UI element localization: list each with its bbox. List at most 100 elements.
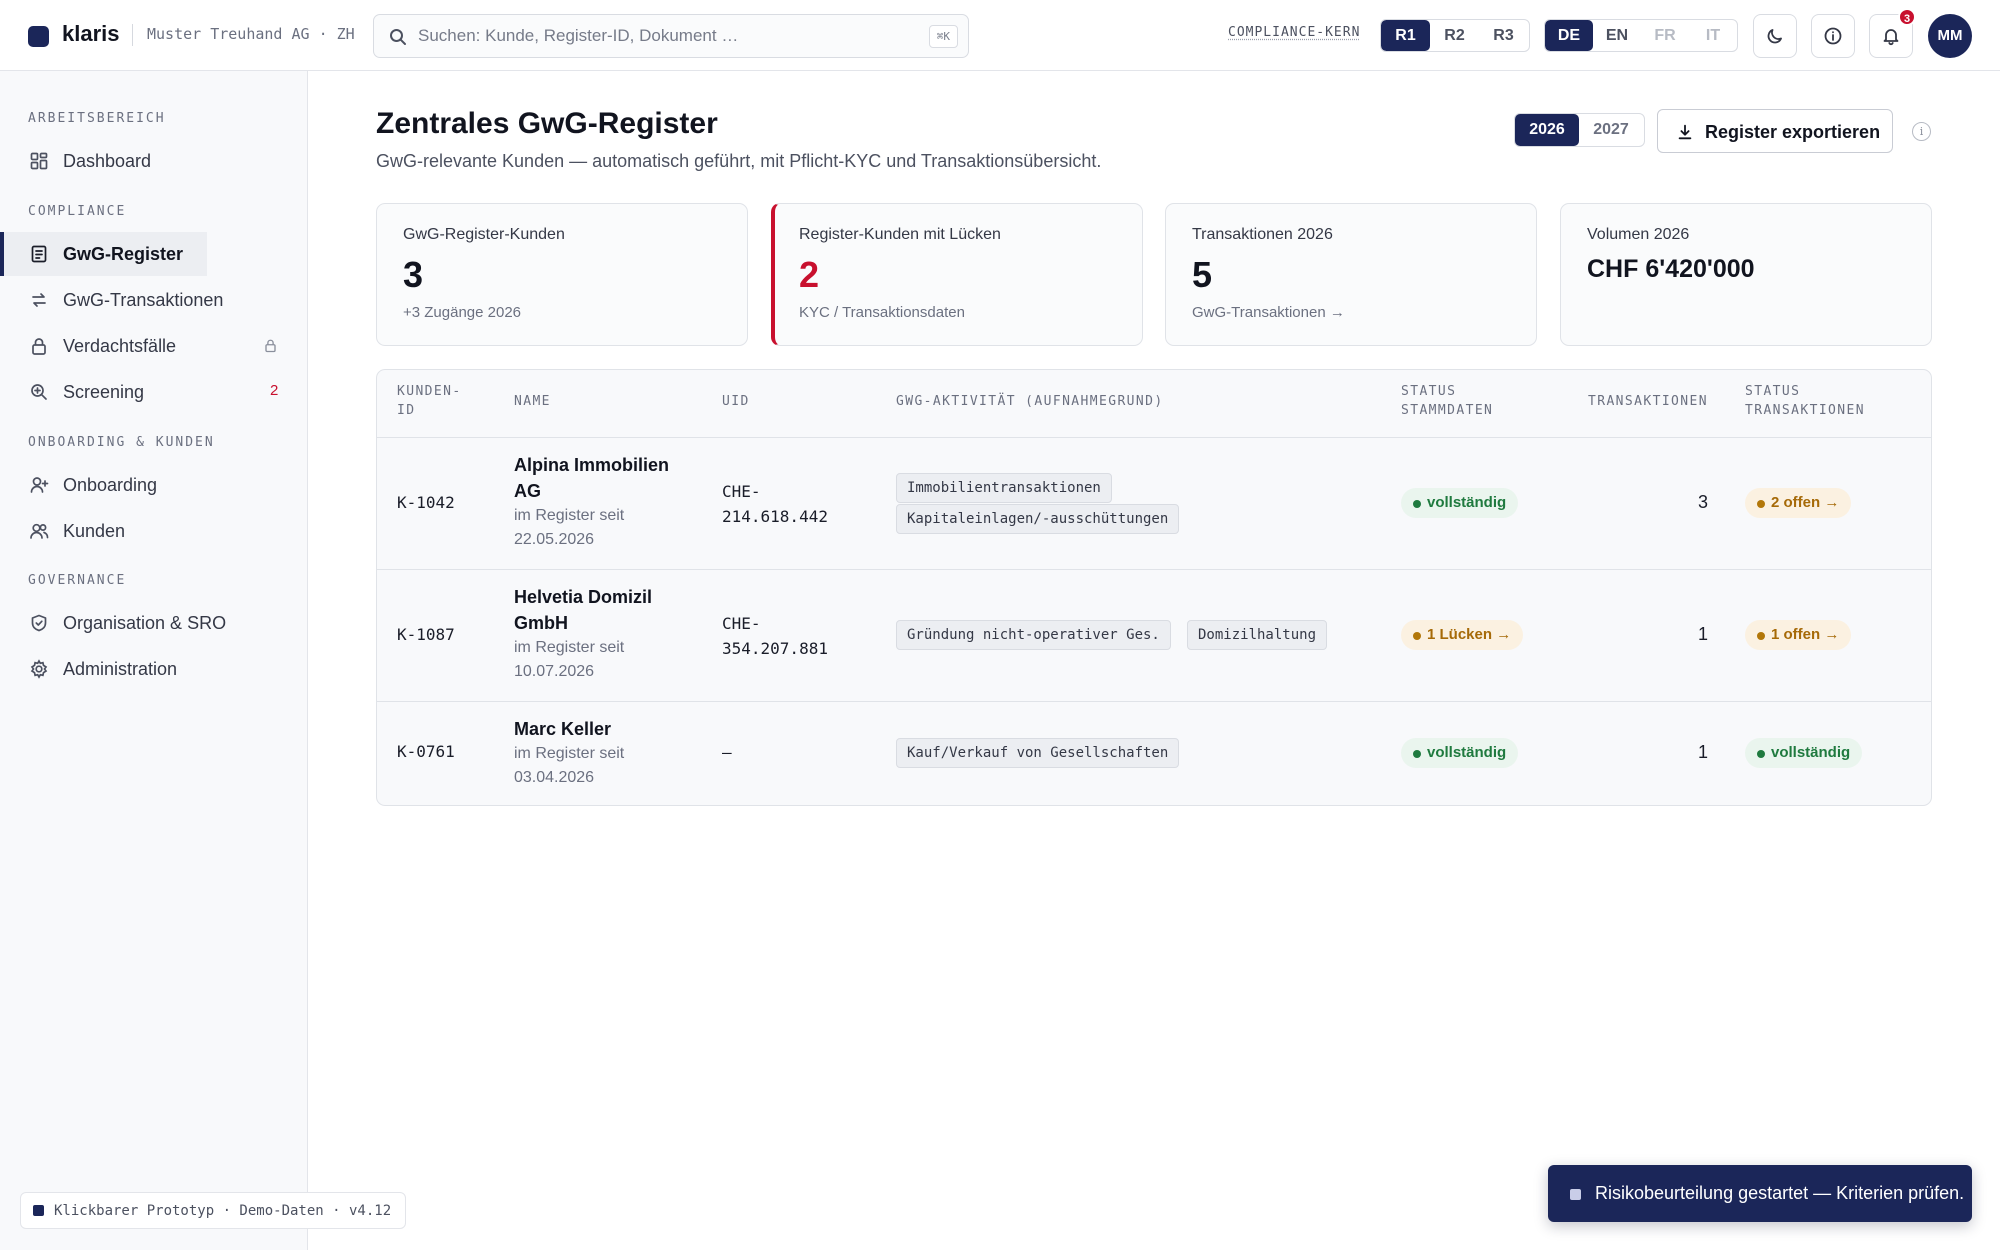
master-status-badge[interactable]: vollständig <box>1401 738 1519 768</box>
kpi-card-clients-with-gaps[interactable]: Register-Kunden mit Lücken 2 KYC / Trans… <box>771 203 1143 346</box>
activity-tag: Kapitaleinlagen/-ausschüttungen <box>896 504 1180 534</box>
kpi-card-transactions[interactable]: Transaktionen 2026 5 GwG-Transaktionen → <box>1165 203 1537 346</box>
user-avatar[interactable]: MM <box>1928 14 1972 58</box>
client-uid: CHE- 214.618.442 <box>722 482 828 526</box>
client-name-cell: Marc Keller im Register seit 03.04.2026 <box>514 716 624 790</box>
column-header-uid[interactable]: UID <box>722 394 750 409</box>
column-header-activity[interactable]: GWG-AKTIVITÄT (AUFNAHMEGRUND) <box>896 394 1164 409</box>
search-icon <box>390 29 406 45</box>
transaction-count: 3 <box>1697 492 1708 512</box>
screening-count-badge: 2 <box>270 382 279 399</box>
client-name: Helvetia Domizil <box>514 587 653 607</box>
client-id: K-0761 <box>397 742 455 761</box>
client-name: AG <box>514 481 541 501</box>
table-header: KUNDEN- ID NAME UID GWG-AKTIVITÄT (AUFNA… <box>377 370 1931 438</box>
restricted-lock-icon <box>265 339 276 353</box>
table-row[interactable]: K-1087 Helvetia Domizil GmbH im Register… <box>377 570 1931 702</box>
info-icon <box>1824 27 1842 45</box>
toast-message: Risikobeurteilung gestartet — Kriterien … <box>1595 1183 1965 1203</box>
prototype-info-text: Klickbarer Prototyp · Demo-Daten · v4.12 <box>54 1202 392 1219</box>
info-button[interactable] <box>1811 14 1855 58</box>
sidebar-item-gwg-register[interactable]: GwG-Register <box>0 232 207 276</box>
language-option-fr[interactable]: FR <box>1654 27 1676 44</box>
export-register-button[interactable]: Register exportieren <box>1657 109 1893 153</box>
year-option-2026[interactable]: 2026 <box>1515 114 1579 146</box>
notification-count-badge: 3 <box>1898 8 1916 26</box>
users-icon <box>30 523 49 539</box>
section-heading-onboarding: ONBOARDING & KUNDEN <box>28 435 215 450</box>
sidebar-item-gwg-transactions[interactable]: GwG-Transaktionen <box>0 278 307 322</box>
kpi-value: 2 <box>799 254 820 295</box>
kpi-label: GwG-Register-Kunden <box>403 226 565 243</box>
user-plus-icon <box>30 477 49 493</box>
toast-notification[interactable]: Risikobeurteilung gestartet — Kriterien … <box>1548 1165 1972 1222</box>
kpi-value: CHF 6'420'000 <box>1587 255 1755 283</box>
role-option-r2[interactable]: R2 <box>1444 27 1465 44</box>
language-switcher: DE EN FR IT <box>1544 19 1738 52</box>
activity-tag: Immobilientransaktionen <box>896 473 1112 503</box>
notifications-button[interactable]: 3 <box>1869 8 1916 58</box>
theme-toggle-button[interactable] <box>1753 14 1797 58</box>
toast-marker-icon <box>1570 1189 1581 1200</box>
client-uid: — <box>722 743 732 762</box>
register-since: im Register seit <box>514 507 625 524</box>
sidebar-item-dashboard[interactable]: Dashboard <box>0 139 307 183</box>
column-header-transaction-status[interactable]: STATUS TRANSAKTIONEN <box>1745 384 1865 418</box>
sidebar-item-label: Dashboard <box>63 151 152 171</box>
lock-icon <box>32 338 46 355</box>
year-switcher: 2026 2027 <box>1514 113 1645 147</box>
sidebar-item-organisation[interactable]: Organisation & SRO <box>0 601 307 645</box>
brand-logo-icon[interactable] <box>28 26 49 47</box>
sidebar-item-administration[interactable]: Administration <box>0 647 307 691</box>
column-header-transactions[interactable]: TRANSAKTIONEN <box>1588 394 1708 409</box>
role-option-r3[interactable]: R3 <box>1493 27 1514 44</box>
role-option-r1[interactable]: R1 <box>1381 20 1430 51</box>
register-since-date: 22.05.2026 <box>514 531 595 548</box>
master-status-badge[interactable]: vollständig <box>1401 488 1519 518</box>
transaction-status-badge[interactable]: vollständig <box>1745 738 1863 768</box>
shield-icon <box>31 614 47 632</box>
page-subtitle: GwG-relevante Kunden — automatisch gefüh… <box>376 151 1102 171</box>
master-status-badge[interactable]: 1 Lücken → <box>1401 620 1524 650</box>
kpi-label: Transaktionen 2026 <box>1192 226 1333 243</box>
client-name-cell: Helvetia Domizil GmbH im Register seit 1… <box>514 584 652 684</box>
page-info-icon[interactable]: i <box>1912 122 1931 141</box>
table-row[interactable]: K-1042 Alpina Immobilien AG im Register … <box>377 438 1931 570</box>
language-option-it[interactable]: IT <box>1705 27 1721 44</box>
brand-name[interactable]: klaris <box>62 21 120 46</box>
kpi-label: Register-Kunden mit Lücken <box>799 226 1001 243</box>
gear-icon <box>30 659 48 679</box>
sidebar-item-label: GwG-Register <box>63 244 184 264</box>
register-table: KUNDEN- ID NAME UID GWG-AKTIVITÄT (AUFNA… <box>376 369 1932 806</box>
register-since: im Register seit <box>514 745 625 762</box>
client-name: GmbH <box>514 613 568 633</box>
activity-tag: Gründung nicht-operativer Ges. <box>896 620 1171 650</box>
register-since-date: 10.07.2026 <box>514 663 595 680</box>
screening-search-icon <box>31 384 47 400</box>
activity-tag: Domizilhaltung <box>1187 620 1328 650</box>
language-option-en[interactable]: EN <box>1605 27 1629 44</box>
sidebar-item-onboarding[interactable]: Onboarding <box>0 463 307 507</box>
sidebar: ARBEITSBEREICH Dashboard COMPLIANCE GwG-… <box>0 71 308 1250</box>
moon-icon <box>1767 29 1782 44</box>
section-heading-governance: GOVERNANCE <box>28 573 127 588</box>
column-header-name[interactable]: NAME <box>514 394 551 409</box>
sidebar-item-clients[interactable]: Kunden <box>0 509 307 553</box>
sidebar-item-label: Screening <box>63 382 145 402</box>
transaction-status-badge[interactable]: 1 offen → <box>1745 620 1852 650</box>
transaction-status-badge[interactable]: 2 offen → <box>1745 488 1852 518</box>
sidebar-item-suspicious-cases[interactable]: Verdachtsfälle <box>0 324 307 368</box>
language-option-de[interactable]: DE <box>1545 20 1593 51</box>
kpi-card-register-clients[interactable]: GwG-Register-Kunden 3 +3 Zugänge 2026 <box>376 203 748 346</box>
column-header-client-id[interactable]: KUNDEN- ID <box>397 384 462 418</box>
search-input[interactable] <box>418 21 898 51</box>
table-row[interactable]: K-0761 Marc Keller im Register seit 03.0… <box>377 702 1931 805</box>
kpi-subtext-link[interactable]: GwG-Transaktionen → <box>1192 304 1345 321</box>
year-option-2027[interactable]: 2027 <box>1593 121 1629 138</box>
search-box[interactable]: ⌘K <box>373 14 969 58</box>
compliance-core-label[interactable]: COMPLIANCE-KERN <box>1228 25 1361 40</box>
sidebar-item-screening[interactable]: Screening 2 <box>0 370 307 414</box>
column-header-master-status[interactable]: STATUS STAMMDATEN <box>1401 384 1494 418</box>
sidebar-item-label: GwG-Transaktionen <box>63 290 224 310</box>
transaction-count: 1 <box>1697 742 1708 762</box>
